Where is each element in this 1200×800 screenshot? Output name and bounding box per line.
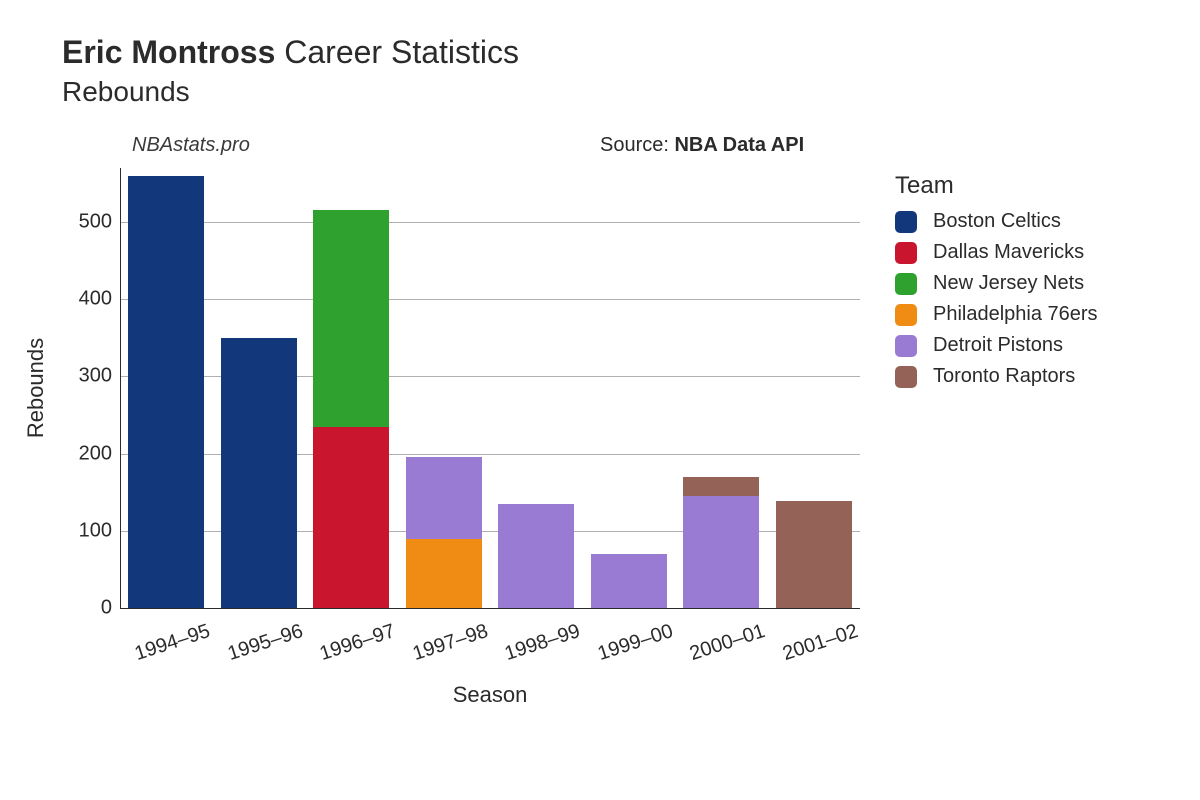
ytick-label: 100: [66, 519, 112, 542]
plot-area: 01002003004005001994–951995–961996–97199…: [120, 168, 860, 608]
legend-label: Philadelphia 76ers: [933, 303, 1098, 326]
legend-label: Toronto Raptors: [933, 365, 1075, 388]
chart-subtitle: Rebounds: [62, 76, 190, 108]
legend-item: Toronto Raptors: [895, 365, 1098, 388]
xtick-label: 2001–02: [759, 620, 861, 673]
bar-segment: [683, 477, 759, 496]
ytick-label: 500: [66, 211, 112, 234]
chart-title: Eric Montross Career Statistics: [62, 34, 519, 71]
y-axis-label: Rebounds: [23, 338, 49, 438]
legend-swatch: [895, 211, 917, 233]
title-player-name: Eric Montross: [62, 34, 275, 70]
legend-swatch: [895, 242, 917, 264]
ytick-label: 300: [66, 365, 112, 388]
legend-item: New Jersey Nets: [895, 272, 1098, 295]
legend-item: Dallas Mavericks: [895, 241, 1098, 264]
xtick-label: 1996–97: [296, 620, 398, 673]
legend-label: Boston Celtics: [933, 210, 1061, 233]
legend-item: Boston Celtics: [895, 210, 1098, 233]
bar-segment: [128, 176, 204, 608]
xtick-label: 1995–96: [204, 620, 306, 673]
source-prefix: Source:: [600, 134, 674, 156]
ytick-label: 0: [66, 597, 112, 620]
xtick-label: 1994–95: [111, 620, 213, 673]
bar-segment: [498, 504, 574, 608]
y-axis-line: [120, 168, 121, 608]
bar-segment: [776, 501, 852, 608]
legend-label: New Jersey Nets: [933, 272, 1084, 295]
bar-segment: [313, 427, 389, 608]
ytick-label: 200: [66, 442, 112, 465]
bar-segment: [591, 554, 667, 608]
x-axis-label: Season: [453, 682, 528, 708]
legend-label: Detroit Pistons: [933, 334, 1063, 357]
ytick-label: 400: [66, 288, 112, 311]
bar-segment: [406, 539, 482, 608]
source-attribution: Source: NBA Data API: [600, 134, 804, 157]
gridline: [120, 299, 860, 300]
source-name: NBA Data API: [674, 134, 804, 156]
xtick-label: 1998–99: [481, 620, 583, 673]
legend-swatch: [895, 335, 917, 357]
xtick-label: 1999–00: [574, 620, 676, 673]
bar-segment: [683, 496, 759, 608]
legend-swatch: [895, 273, 917, 295]
xtick-label: 2000–01: [666, 620, 768, 673]
title-suffix: Career Statistics: [275, 34, 519, 70]
bar-segment: [313, 210, 389, 426]
x-axis-line: [120, 608, 860, 609]
chart-container: Eric Montross Career Statistics Rebounds…: [0, 0, 1200, 800]
xtick-label: 1997–98: [389, 620, 491, 673]
bar-segment: [406, 457, 482, 538]
bar-segment: [221, 338, 297, 608]
legend-label: Dallas Mavericks: [933, 241, 1084, 264]
legend-item: Philadelphia 76ers: [895, 303, 1098, 326]
legend-title: Team: [895, 172, 1098, 200]
legend-item: Detroit Pistons: [895, 334, 1098, 357]
gridline: [120, 222, 860, 223]
legend-swatch: [895, 366, 917, 388]
legend: Team Boston Celtics Dallas Mavericks New J…: [895, 172, 1098, 396]
watermark-text: NBAstats.pro: [132, 134, 250, 157]
legend-swatch: [895, 304, 917, 326]
